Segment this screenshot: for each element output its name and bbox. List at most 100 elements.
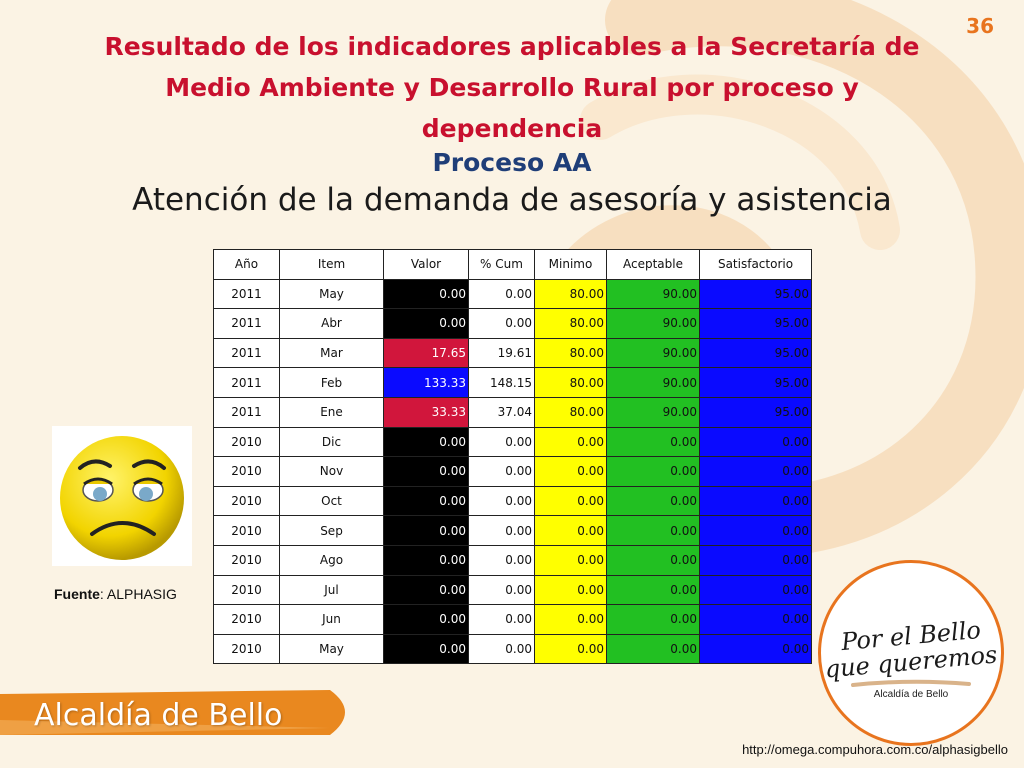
cell-satisfactorio: 95.00 — [699, 396, 812, 428]
page-number: 36 — [966, 14, 994, 38]
slogan-text: Por el Bello que queremos — [821, 616, 1001, 684]
cell-valor: 0.00 — [383, 544, 469, 576]
cell-item: Feb — [279, 367, 384, 398]
cell-item: Jul — [279, 574, 384, 606]
cell-valor: 0.00 — [383, 515, 469, 546]
cell-minimo: 0.00 — [534, 633, 607, 665]
cell-item: Dic — [279, 426, 384, 458]
table-row: 2010 Nov 0.00 0.00 0.00 0.00 0.00 — [213, 456, 812, 487]
cell-aceptable: 0.00 — [606, 456, 700, 487]
cell-valor: 0.00 — [383, 426, 469, 458]
header-cum: % Cum — [468, 249, 535, 280]
cell-year: 2010 — [213, 633, 280, 665]
cell-cum: 0.00 — [468, 485, 535, 517]
cell-cum: 0.00 — [468, 574, 535, 606]
cell-valor: 0.00 — [383, 604, 469, 635]
cell-item: Jun — [279, 604, 384, 635]
cell-year: 2010 — [213, 604, 280, 635]
header-aceptable: Aceptable — [606, 249, 700, 280]
cell-minimo: 80.00 — [534, 337, 607, 369]
cell-minimo: 80.00 — [534, 396, 607, 428]
slogan-subtext: Alcaldía de Bello — [873, 689, 949, 700]
cell-satisfactorio: 0.00 — [699, 426, 812, 458]
cell-satisfactorio: 0.00 — [699, 633, 812, 665]
cell-satisfactorio: 95.00 — [699, 367, 812, 398]
cell-item: Ago — [279, 544, 384, 576]
table-row: 2011 Mar 17.65 19.61 80.00 90.00 95.00 — [213, 337, 812, 369]
cell-cum: 0.00 — [468, 515, 535, 546]
cell-minimo: 80.00 — [534, 278, 607, 310]
cell-aceptable: 90.00 — [606, 278, 700, 310]
cell-year: 2010 — [213, 515, 280, 546]
cell-valor: 0.00 — [383, 308, 469, 339]
footer-url[interactable]: http://omega.compuhora.com.co/alphasigbe… — [742, 742, 1008, 757]
cell-minimo: 0.00 — [534, 515, 607, 546]
cell-year: 2011 — [213, 367, 280, 398]
cell-cum: 0.00 — [468, 544, 535, 576]
cell-cum: 0.00 — [468, 426, 535, 458]
table-row: 2010 Dic 0.00 0.00 0.00 0.00 0.00 — [213, 426, 812, 458]
slide-title: Resultado de los indicadores aplicables … — [104, 32, 920, 143]
source-note: Fuente: ALPHASIG — [54, 586, 177, 602]
table-row: 2010 Jun 0.00 0.00 0.00 0.00 0.00 — [213, 604, 812, 635]
cell-year: 2010 — [213, 574, 280, 606]
cell-satisfactorio: 0.00 — [699, 604, 812, 635]
cell-minimo: 0.00 — [534, 574, 607, 606]
brand-name: Alcaldía de Bello — [34, 698, 283, 733]
cell-year: 2011 — [213, 337, 280, 369]
cell-satisfactorio: 0.00 — [699, 515, 812, 546]
sad-face-icon — [52, 426, 192, 566]
slogan-logo: Por el Bello que queremos Alcaldía de Be… — [818, 560, 1004, 746]
cell-minimo: 80.00 — [534, 308, 607, 339]
cell-aceptable: 0.00 — [606, 574, 700, 606]
cell-year: 2011 — [213, 308, 280, 339]
cell-valor: 0.00 — [383, 456, 469, 487]
brand-bar — [0, 690, 345, 735]
cell-satisfactorio: 0.00 — [699, 456, 812, 487]
cell-aceptable: 0.00 — [606, 485, 700, 517]
table-row: 2011 May 0.00 0.00 80.00 90.00 95.00 — [213, 278, 812, 310]
cell-item: Ene — [279, 396, 384, 428]
table-row: 2011 Abr 0.00 0.00 80.00 90.00 95.00 — [213, 308, 812, 339]
cell-aceptable: 90.00 — [606, 337, 700, 369]
table-header-row: Año Item Valor % Cum Minimo Aceptable Sa… — [213, 249, 812, 280]
indicator-table: Año Item Valor % Cum Minimo Aceptable Sa… — [213, 249, 812, 665]
cell-aceptable: 0.00 — [606, 604, 700, 635]
cell-cum: 0.00 — [468, 633, 535, 665]
cell-valor: 17.65 — [383, 337, 469, 369]
cell-valor: 33.33 — [383, 396, 469, 428]
cell-cum: 0.00 — [468, 278, 535, 310]
cell-cum: 0.00 — [468, 308, 535, 339]
indicator-heading: Atención de la demanda de asesoría y asi… — [132, 182, 892, 218]
cell-cum: 148.15 — [468, 367, 535, 398]
cell-aceptable: 0.00 — [606, 633, 700, 665]
header-item: Item — [279, 249, 384, 280]
cell-satisfactorio: 95.00 — [699, 337, 812, 369]
cell-satisfactorio: 95.00 — [699, 308, 812, 339]
cell-item: Nov — [279, 456, 384, 487]
slogan-brush-stroke — [851, 679, 971, 687]
cell-item: Abr — [279, 308, 384, 339]
cell-satisfactorio: 0.00 — [699, 574, 812, 606]
table-row: 2010 Ago 0.00 0.00 0.00 0.00 0.00 — [213, 544, 812, 576]
source-label: Fuente — [54, 586, 100, 602]
header-minimo: Minimo — [534, 249, 607, 280]
cell-cum: 37.04 — [468, 396, 535, 428]
cell-cum: 19.61 — [468, 337, 535, 369]
table-row: 2011 Feb 133.33 148.15 80.00 90.00 95.00 — [213, 367, 812, 398]
cell-satisfactorio: 0.00 — [699, 544, 812, 576]
cell-valor: 0.00 — [383, 574, 469, 606]
cell-aceptable: 0.00 — [606, 515, 700, 546]
cell-minimo: 0.00 — [534, 485, 607, 517]
cell-aceptable: 90.00 — [606, 396, 700, 428]
source-value: : ALPHASIG — [99, 586, 177, 602]
header-valor: Valor — [383, 249, 469, 280]
cell-year: 2010 — [213, 426, 280, 458]
cell-valor: 133.33 — [383, 367, 469, 398]
table-row: 2011 Ene 33.33 37.04 80.00 90.00 95.00 — [213, 396, 812, 428]
header-satisfactorio: Satisfactorio — [699, 249, 812, 280]
table-row: 2010 Sep 0.00 0.00 0.00 0.00 0.00 — [213, 515, 812, 546]
cell-valor: 0.00 — [383, 485, 469, 517]
cell-satisfactorio: 95.00 — [699, 278, 812, 310]
cell-item: May — [279, 633, 384, 665]
